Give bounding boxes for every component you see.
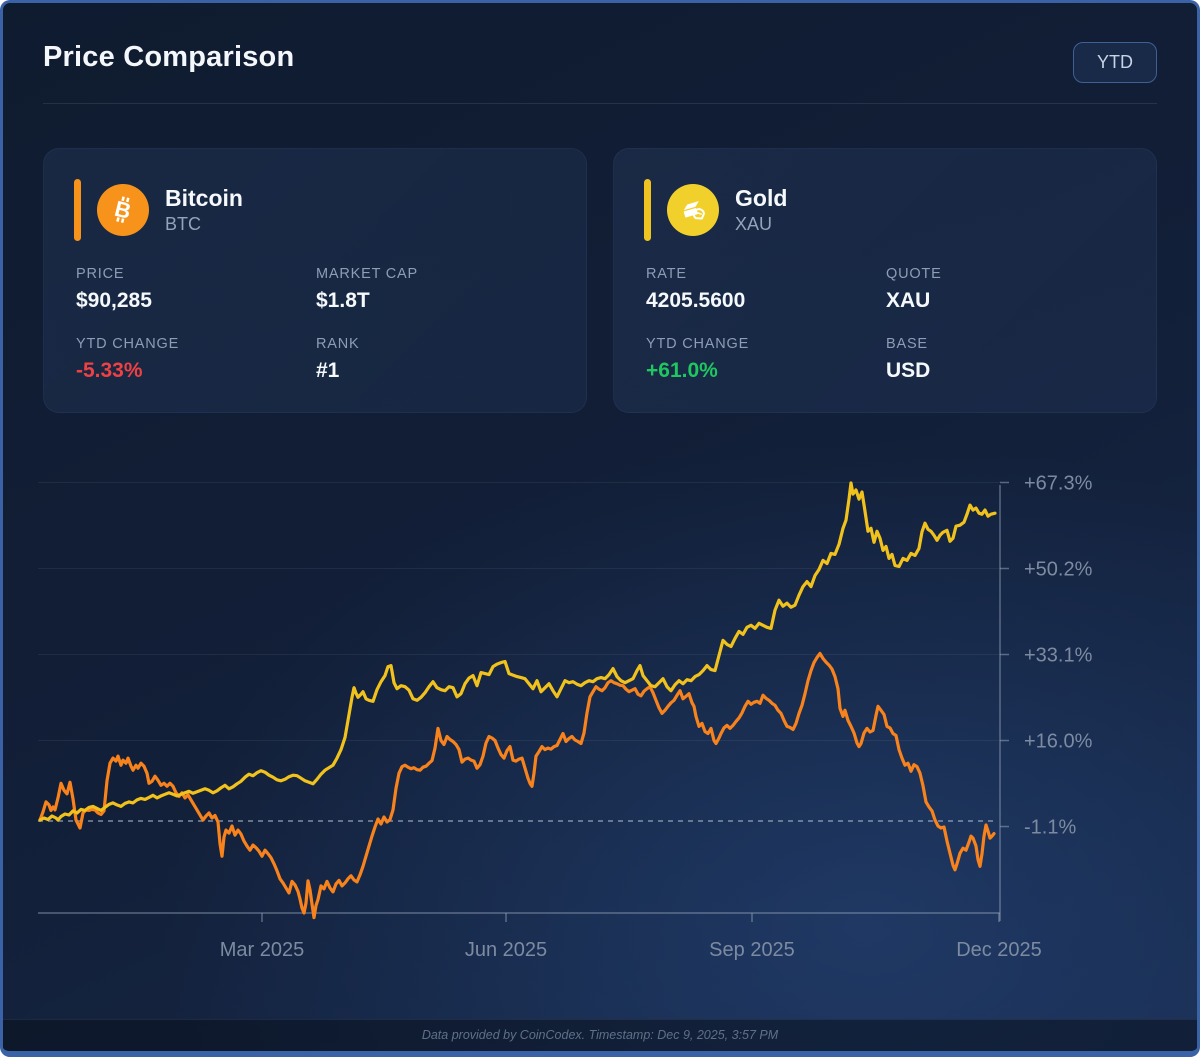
gold-symbol: XAU	[735, 214, 773, 235]
gold-series-line	[38, 481, 997, 822]
price-comparison-chart[interactable]: +67.3% +50.2% +33.1% +16.0% -1.1% Mar 2025 Jun…	[3, 3, 1197, 1051]
stat-label: YTD CHANGE	[76, 336, 180, 352]
y-tick-label: +67.3%	[1024, 472, 1093, 494]
stat-label: YTD CHANGE	[646, 336, 750, 352]
asset-cards-row: B Bitcoin BTC PRICE $90,285 MARKET CAP $…	[43, 148, 1157, 413]
gold-name-block: Gold XAU	[735, 185, 787, 235]
bitcoin-stats: PRICE $90,285 MARKET CAP $1.8T YTD CHANG…	[76, 266, 556, 383]
bitcoin-rank-stat: RANK #1	[316, 336, 556, 383]
gold-quote-value: XAU	[886, 289, 931, 312]
x-tick-label: Jun 2025	[465, 939, 547, 961]
gold-accent-bar	[644, 179, 651, 241]
bitcoin-accent-bar	[74, 179, 81, 241]
stat-label: MARKET CAP	[316, 266, 419, 282]
gold-quote-stat: QUOTE XAU	[886, 266, 1126, 313]
x-tick-label: Mar 2025	[220, 939, 305, 961]
header-divider	[43, 103, 1157, 104]
stat-label: BASE	[886, 336, 928, 352]
bitcoin-price-stat: PRICE $90,285	[76, 266, 316, 313]
bitcoin-card-header: B Bitcoin BTC	[74, 179, 556, 241]
attribution-footer: Data provided by CoinCodex. Timestamp: D…	[3, 1019, 1197, 1051]
gold-stats: RATE 4205.5600 QUOTE XAU YTD CHANGE +61.…	[646, 266, 1126, 383]
x-tick-label: Sep 2025	[709, 939, 795, 961]
bitcoin-rank-value: #1	[316, 359, 340, 382]
bitcoin-symbol: BTC	[165, 214, 201, 235]
bitcoin-name: Bitcoin	[165, 184, 243, 211]
y-tick-label: +16.0%	[1024, 731, 1093, 753]
page-title: Price Comparison	[43, 41, 295, 73]
gold-rate-value: 4205.5600	[646, 289, 746, 312]
bitcoin-ytd-change-value: -5.33%	[76, 359, 143, 382]
gold-rate-stat: RATE 4205.5600	[646, 266, 886, 313]
bitcoin-marketcap-value: $1.8T	[316, 289, 370, 312]
gold-card-header: Gold XAU	[644, 179, 1126, 241]
stat-label: RATE	[646, 266, 687, 282]
bitcoin-ytd-stat: YTD CHANGE -5.33%	[76, 336, 316, 383]
gold-base-stat: BASE USD	[886, 336, 1126, 383]
bitcoin-series-line	[38, 651, 996, 920]
gold-base-value: USD	[886, 359, 931, 382]
gold-ytd-stat: YTD CHANGE +61.0%	[646, 336, 886, 383]
gold-bars-icon	[667, 184, 719, 236]
range-ytd-button[interactable]: YTD	[1073, 42, 1157, 83]
x-tick-label: Dec 2025	[956, 939, 1042, 961]
gold-ytd-change-value: +61.0%	[646, 359, 718, 382]
stat-label: QUOTE	[886, 266, 942, 282]
stat-label: RANK	[316, 336, 360, 352]
svg-text:B: B	[112, 196, 133, 224]
bitcoin-name-block: Bitcoin BTC	[165, 185, 243, 235]
y-tick-label: -1.1%	[1024, 817, 1076, 839]
y-tick-label: +33.1%	[1024, 645, 1093, 667]
stat-label: PRICE	[76, 266, 125, 282]
bitcoin-card: B Bitcoin BTC PRICE $90,285 MARKET CAP $…	[43, 148, 587, 413]
bitcoin-price-value: $90,285	[76, 289, 152, 312]
gold-name: Gold	[735, 184, 788, 211]
bitcoin-marketcap-stat: MARKET CAP $1.8T	[316, 266, 556, 313]
bitcoin-icon: B	[97, 184, 149, 236]
gold-card: Gold XAU RATE 4205.5600 QUOTE XAU YTD CH…	[613, 148, 1157, 413]
y-tick-label: +50.2%	[1024, 558, 1093, 580]
